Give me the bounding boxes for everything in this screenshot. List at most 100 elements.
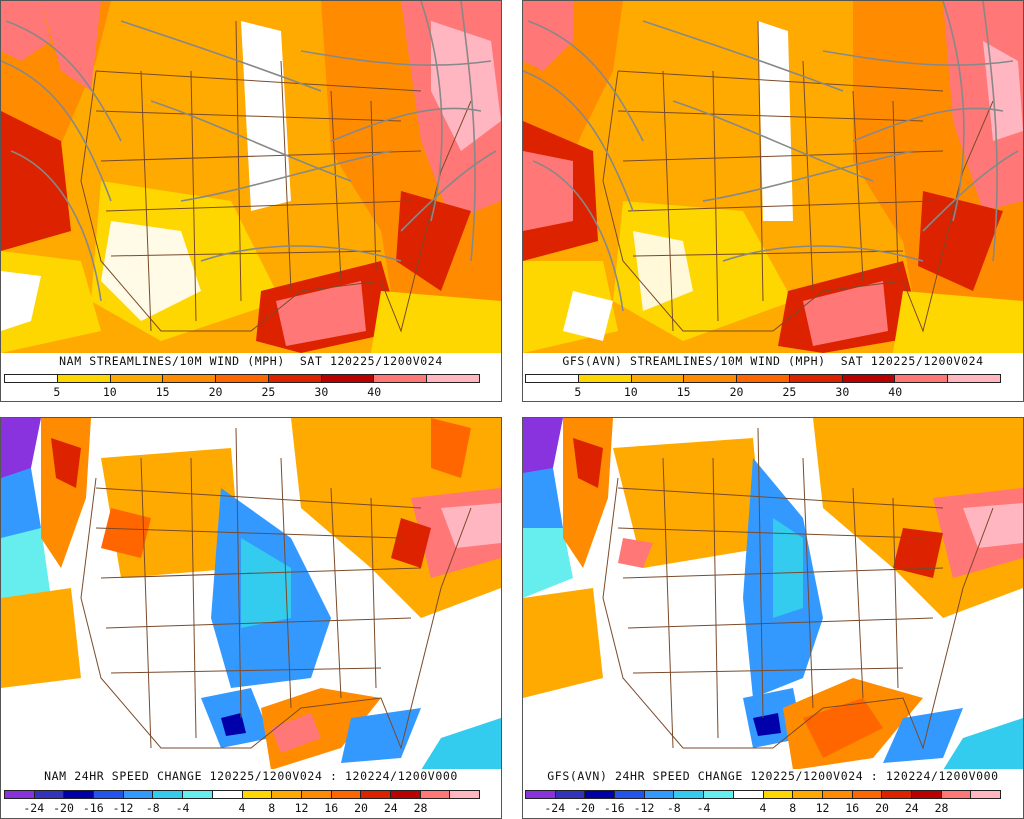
- colorbar-swatch: [427, 375, 480, 382]
- colorbar-swatch: [64, 791, 95, 798]
- colorbar-swatch: [526, 375, 579, 382]
- panel-title: NAM STREAMLINES/10M WIND (MPH) SAT 12022…: [1, 354, 501, 368]
- panel-title: GFS(AVN) STREAMLINES/10M WIND (MPH) SAT …: [523, 354, 1023, 368]
- colorbar-swatch: [301, 791, 332, 798]
- speed-change-colorbar: [525, 790, 1001, 799]
- colorbar-swatch: [331, 791, 362, 798]
- colorbar-swatch: [216, 375, 269, 382]
- colorbar-tick-label: 28: [413, 801, 428, 815]
- colorbar-tick-label: -12: [633, 801, 655, 815]
- colorbar-tick-label: -20: [53, 801, 74, 815]
- colorbar-tick-label: 16: [845, 801, 860, 815]
- colorbar-tick-label: 12: [815, 801, 830, 815]
- colorbar-swatch: [631, 375, 685, 382]
- colorbar-tick-label: 4: [759, 801, 767, 815]
- colorbar-swatch: [737, 375, 790, 382]
- colorbar-tick-label: 20: [729, 385, 744, 399]
- colorbar-tick-label: 8: [789, 801, 797, 815]
- colorbar-swatch: [268, 375, 322, 382]
- colorbar-swatch: [526, 791, 556, 798]
- colorbar-swatch: [674, 791, 705, 798]
- colorbar-tick-label: -16: [603, 801, 625, 815]
- colorbar-tick-labels: 5 10 15 20 25 30 40: [525, 385, 1001, 399]
- colorbar-swatch: [733, 791, 764, 798]
- colorbar-swatch: [578, 375, 632, 382]
- colorbar-swatch: [852, 791, 883, 798]
- colorbar-tick-label: 20: [875, 801, 889, 815]
- colorbar-swatch: [361, 791, 391, 798]
- nam-speed-change-map-panel: NAM 24HR SPEED CHANGE 120225/1200V024 : …: [0, 417, 502, 819]
- gfs-speed-change-map: [523, 418, 1023, 770]
- colorbar-tick-labels: -24 -20 -16 -12 -8 -4 4 8 12 16 20 24 28: [525, 801, 1001, 815]
- colorbar-tick-label: 10: [623, 385, 638, 399]
- nam-wind-map: [1, 1, 501, 353]
- wind-speed-colorbar: [525, 374, 1001, 383]
- colorbar-tick-label: -4: [696, 801, 711, 815]
- colorbar-tick-label: 8: [268, 801, 276, 815]
- colorbar-swatch: [374, 375, 428, 382]
- colorbar-tick-label: -12: [112, 801, 134, 815]
- nam-wind-map-panel: NAM STREAMLINES/10M WIND (MPH) SAT 12022…: [0, 0, 502, 402]
- colorbar-tick-label: 12: [294, 801, 309, 815]
- panel-title: GFS(AVN) 24HR SPEED CHANGE 120225/1200V0…: [523, 769, 1023, 783]
- colorbar-swatch: [420, 791, 451, 798]
- colorbar-tick-label: 24: [904, 801, 919, 815]
- colorbar-swatch: [212, 791, 243, 798]
- colorbar-swatch: [644, 791, 675, 798]
- colorbar-swatch: [895, 375, 949, 382]
- panel-title: NAM 24HR SPEED CHANGE 120225/1200V024 : …: [1, 769, 501, 783]
- colorbar-tick-label: 16: [324, 801, 339, 815]
- colorbar-swatch: [153, 791, 184, 798]
- colorbar-tick-label: 24: [383, 801, 398, 815]
- colorbar-tick-label: 28: [934, 801, 949, 815]
- colorbar-tick-label: 40: [888, 385, 903, 399]
- colorbar-tick-label: 25: [261, 385, 276, 399]
- colorbar-tick-labels: 5 10 15 20 25 30 40: [4, 385, 480, 399]
- gfs-wind-map: [523, 1, 1023, 353]
- colorbar-swatch: [793, 791, 823, 798]
- colorbar-swatch: [272, 791, 302, 798]
- colorbar-tick-label: -20: [574, 801, 595, 815]
- colorbar-tick-label: -8: [666, 801, 681, 815]
- colorbar-swatch: [5, 791, 35, 798]
- colorbar-tick-label: -24: [23, 801, 45, 815]
- colorbar-tick-label: 20: [354, 801, 368, 815]
- colorbar-swatch: [242, 791, 273, 798]
- colorbar-swatch: [34, 791, 65, 798]
- colorbar-tick-label: -4: [175, 801, 190, 815]
- colorbar-tick-label: 25: [782, 385, 797, 399]
- colorbar-swatch: [971, 791, 1000, 798]
- colorbar-tick-labels: -24 -20 -16 -12 -8 -4 4 8 12 16 20 24 28: [4, 801, 480, 815]
- colorbar-swatch: [704, 791, 734, 798]
- colorbar-swatch: [763, 791, 794, 798]
- gfs-wind-map-panel: GFS(AVN) STREAMLINES/10M WIND (MPH) SAT …: [522, 0, 1024, 402]
- gfs-speed-change-map-panel: GFS(AVN) 24HR SPEED CHANGE 120225/1200V0…: [522, 417, 1024, 819]
- speed-change-colorbar: [4, 790, 480, 799]
- colorbar-swatch: [882, 791, 912, 798]
- colorbar-swatch: [941, 791, 972, 798]
- colorbar-tick-label: -8: [145, 801, 160, 815]
- colorbar-tick-label: 10: [102, 385, 117, 399]
- colorbar-swatch: [842, 375, 896, 382]
- colorbar-swatch: [822, 791, 853, 798]
- colorbar-tick-label: 5: [574, 385, 582, 399]
- colorbar-swatch: [123, 791, 154, 798]
- colorbar-swatch: [585, 791, 616, 798]
- colorbar-swatch: [57, 375, 111, 382]
- colorbar-tick-label: -24: [544, 801, 566, 815]
- colorbar-swatch: [163, 375, 217, 382]
- colorbar-tick-label: -16: [82, 801, 104, 815]
- nam-speed-change-map: [1, 418, 501, 770]
- colorbar-swatch: [5, 375, 58, 382]
- colorbar-swatch: [911, 791, 942, 798]
- colorbar-tick-label: 30: [314, 385, 329, 399]
- colorbar-swatch: [110, 375, 164, 382]
- colorbar-swatch: [450, 791, 479, 798]
- colorbar-swatch: [94, 791, 124, 798]
- colorbar-tick-label: 40: [367, 385, 382, 399]
- colorbar-swatch: [390, 791, 421, 798]
- colorbar-tick-label: 5: [53, 385, 61, 399]
- colorbar-swatch: [183, 791, 213, 798]
- colorbar-tick-label: 15: [155, 385, 170, 399]
- colorbar-swatch: [555, 791, 586, 798]
